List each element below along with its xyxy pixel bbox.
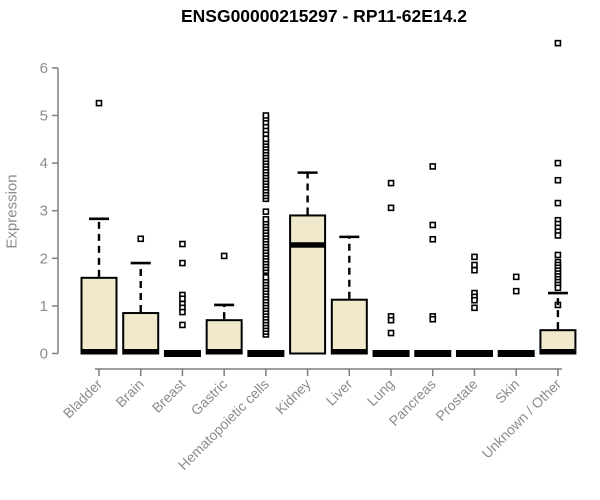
outlier-point-unknown-other xyxy=(554,39,562,47)
y-tick-label: 6 xyxy=(40,60,48,77)
median-line-bladder xyxy=(81,349,117,355)
median-line-liver xyxy=(331,349,367,355)
outlier-point-lung xyxy=(387,329,395,337)
box-kidney xyxy=(289,214,327,355)
x-tick-label-lung: Lung xyxy=(364,376,397,409)
collapsed-box-breast xyxy=(163,350,201,357)
outlier-point-pancreas xyxy=(429,235,437,243)
outlier-point-lung xyxy=(387,179,395,187)
collapsed-box-prostate xyxy=(455,350,493,357)
outlier-point-prostate xyxy=(471,253,478,261)
median-line-brain xyxy=(123,349,159,355)
outlier-point-breast xyxy=(179,240,186,248)
outlier-point-prostate xyxy=(471,304,478,312)
x-tick-label-liver: Liver xyxy=(323,376,356,409)
outlier-point-prostate xyxy=(471,296,478,304)
outlier-point-skin xyxy=(512,273,520,281)
x-tick-label-skin: Skin xyxy=(492,376,523,407)
y-tick-label: 0 xyxy=(40,346,48,363)
outlier-point-breast xyxy=(179,259,186,267)
median-line-kidney xyxy=(290,242,326,248)
box-gastric xyxy=(205,319,243,355)
box-bladder xyxy=(80,276,118,355)
outlier-point-pancreas xyxy=(429,163,437,170)
box-brain xyxy=(122,312,160,355)
outlier-point-hematopoietic-cells xyxy=(262,215,270,223)
x-tick-label-bladder: Bladder xyxy=(60,376,106,422)
y-tick-label: 3 xyxy=(40,203,48,220)
outlier-point-unknown-other xyxy=(554,251,562,259)
outlier-point-hematopoietic-cells xyxy=(262,112,270,119)
outlier-point-lung xyxy=(387,204,395,212)
chart-title: ENSG00000215297 - RP11-62E14.2 xyxy=(180,6,468,26)
outlier-point-pancreas xyxy=(429,221,437,229)
outlier-point-gastric xyxy=(220,252,228,260)
outlier-point-brain xyxy=(137,235,145,243)
outlier-point-breast xyxy=(179,321,186,329)
y-axis-title: Expression xyxy=(3,174,21,249)
collapsed-box-skin xyxy=(497,350,535,357)
y-tick-label: 1 xyxy=(40,298,48,315)
outlier-point-hematopoietic-cells xyxy=(262,208,270,215)
outlier-point-hematopoietic-cells xyxy=(262,135,270,143)
outlier-point-unknown-other xyxy=(554,199,562,207)
outlier-point-unknown-other xyxy=(554,284,562,292)
outlier-point-lung xyxy=(387,316,395,324)
outlier-point-breast xyxy=(179,295,186,303)
outlier-point-bladder xyxy=(95,99,103,107)
outlier-point-pancreas xyxy=(429,315,437,323)
x-tick-label-brain: Brain xyxy=(112,376,146,410)
x-tick-label-unknown-other: Unknown / Other xyxy=(478,376,564,462)
box-liver xyxy=(330,298,368,355)
y-tick-label: 5 xyxy=(40,108,48,125)
outlier-point-prostate xyxy=(471,266,478,274)
outlier-point-skin xyxy=(512,287,520,295)
collapsed-box-hematopoietic-cells xyxy=(247,350,285,357)
outlier-point-unknown-other xyxy=(554,232,562,239)
outlier-point-prostate xyxy=(471,261,478,269)
outlier-point-unknown-other xyxy=(554,176,562,184)
median-line-unknown-other xyxy=(540,349,576,355)
y-tick-label: 4 xyxy=(40,155,48,172)
outlier-point-breast xyxy=(179,308,186,316)
outlier-point-unknown-other xyxy=(554,159,562,167)
x-tick-label-breast: Breast xyxy=(149,376,189,416)
x-tick-label-kidney: Kidney xyxy=(272,376,314,418)
collapsed-box-lung xyxy=(372,350,410,357)
collapsed-box-pancreas xyxy=(414,350,452,357)
outlier-point-hematopoietic-cells xyxy=(262,274,270,281)
x-tick-label-prostate: Prostate xyxy=(432,376,480,424)
median-line-gastric xyxy=(206,349,242,355)
y-tick-label: 2 xyxy=(40,250,48,267)
